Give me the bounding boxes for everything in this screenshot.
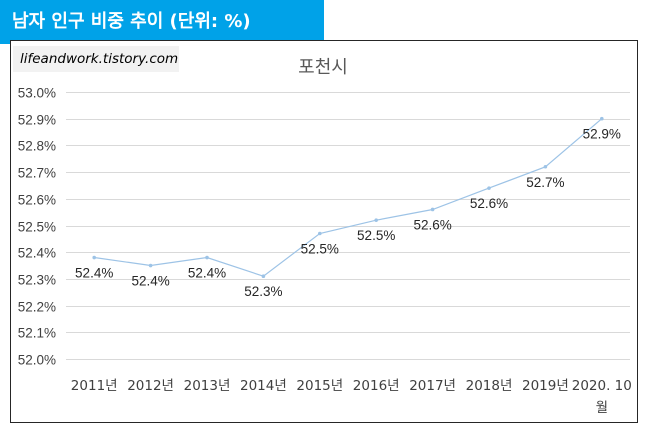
data-label: 52.4% [131, 274, 169, 289]
data-label: 52.6% [470, 196, 508, 211]
series-line-pocheon [94, 118, 603, 277]
x-tick-label: 2016년 [353, 378, 400, 394]
data-point [261, 274, 266, 279]
gridlines [66, 92, 630, 360]
data-point [205, 255, 209, 260]
y-tick-label: 52.4% [18, 246, 56, 261]
data-label: 52.7% [526, 175, 564, 190]
chart-title: 포천시 [298, 57, 348, 78]
x-tick-label: 2018년 [466, 378, 513, 394]
x-tick-label: 2020. 10 월 [572, 378, 632, 416]
y-tick-label: 52.1% [18, 326, 56, 341]
data-point [374, 218, 379, 222]
x-tick-label: 2019년 [522, 378, 569, 394]
y-tick-label: 52.7% [18, 166, 56, 181]
data-point [543, 164, 548, 169]
y-tick-label: 52.6% [18, 193, 56, 208]
data-label: 52.4% [75, 266, 113, 281]
y-tick-label: 52.3% [18, 273, 56, 288]
y-tick-label: 52.0% [18, 353, 56, 368]
data-points [92, 116, 604, 279]
y-tick-label: 52.2% [18, 300, 56, 315]
chart-header: 남자 인구 비중 추이 (단위: %) [0, 0, 324, 44]
x-axis-ticks: 2011년 2012년 2013년 2014년 2015년 2016년 2017년 2018년… [71, 378, 632, 416]
y-tick-label: 52.9% [18, 113, 56, 128]
watermark-text: lifeandwork.tistory.com [13, 46, 179, 72]
data-label: 52.9% [583, 127, 621, 142]
y-tick-label: 53.0% [18, 86, 56, 101]
data-point [430, 207, 435, 212]
data-label: 52.5% [301, 242, 339, 257]
data-label: 52.4% [188, 266, 226, 281]
x-tick-label: 2015년 [296, 378, 343, 394]
data-label: 52.6% [413, 217, 451, 232]
data-label: 52.5% [357, 228, 395, 243]
data-label: 52.3% [244, 284, 282, 299]
data-point [487, 186, 491, 190]
x-tick-label: 2011년 [71, 378, 118, 394]
data-point [600, 116, 604, 121]
data-labels: 52.4% 52.4% 52.4% 52.3% 52.5% 52.5% 52.6% 52.6%… [75, 127, 621, 300]
x-tick-label: 2014년 [240, 378, 287, 394]
y-axis-ticks: 52.0% 52.1% 52.2% 52.3% 52.4% 52.5% 52.6% 52.7%… [18, 86, 56, 368]
y-tick-label: 52.5% [18, 220, 56, 235]
data-point [148, 263, 153, 268]
y-tick-label: 52.8% [18, 139, 56, 154]
x-tick-label: 2017년 [409, 378, 456, 394]
x-tick-label: 2012년 [127, 378, 174, 394]
x-tick-label: 2013년 [184, 378, 231, 394]
data-point [318, 231, 322, 236]
data-point [92, 255, 96, 260]
